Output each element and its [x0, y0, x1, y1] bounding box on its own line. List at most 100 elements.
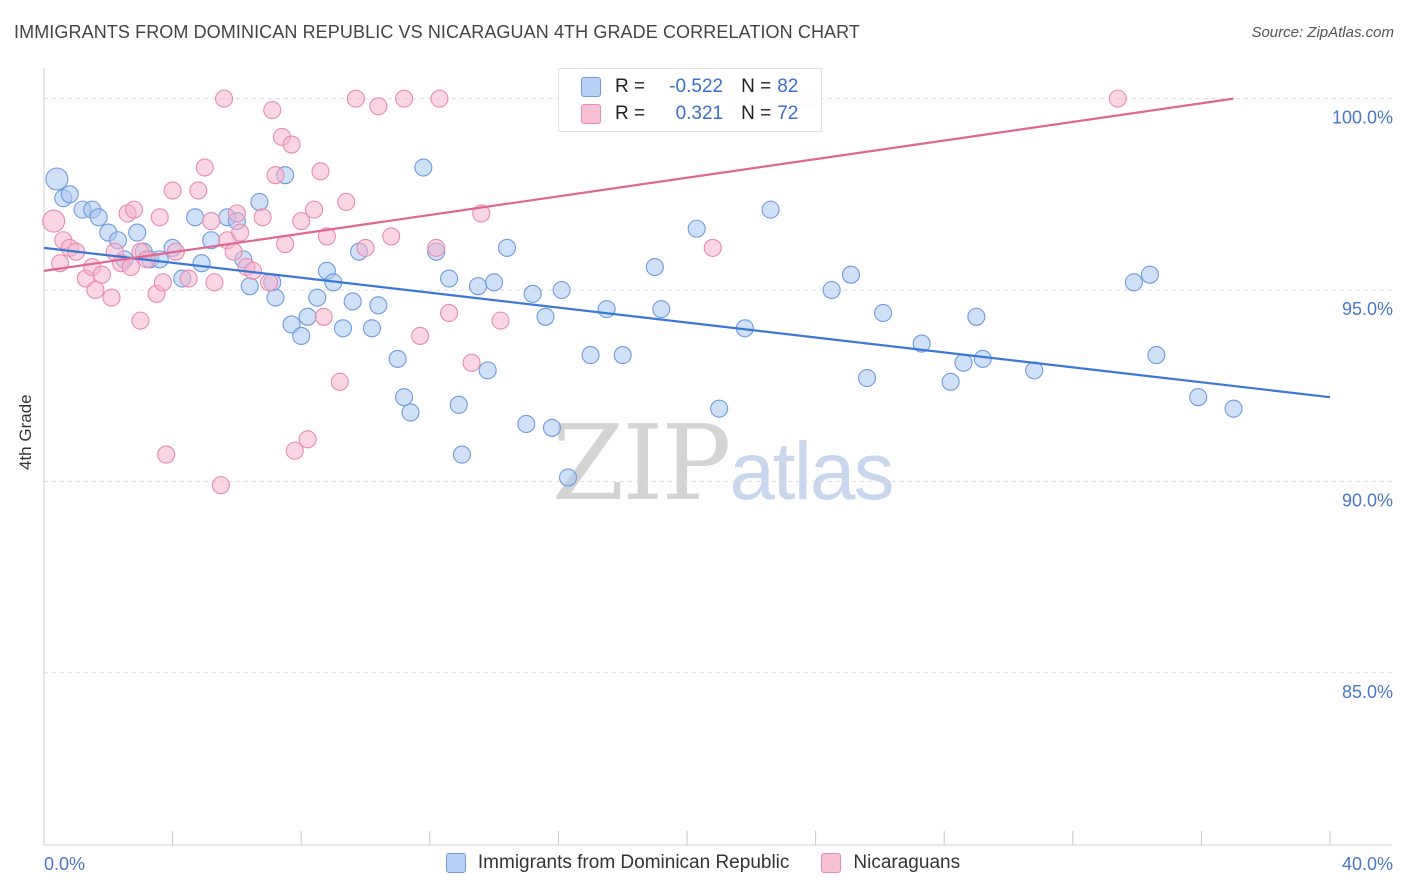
point-nicaraguan — [124, 200, 144, 219]
point-dominican — [973, 349, 992, 368]
point-dominican — [240, 277, 259, 296]
point-nicaraguan — [195, 158, 214, 177]
point-nicaraguan — [131, 311, 150, 330]
y-tick-label: 90.0% — [1342, 490, 1393, 510]
legend-item-nicaraguans[interactable]: Nicaraguans — [821, 852, 960, 874]
point-dominican — [343, 292, 362, 311]
point-dominican — [1189, 388, 1208, 407]
point-dominican — [298, 307, 317, 326]
y-tick-label: 95.0% — [1342, 299, 1393, 319]
point-dominican — [45, 167, 69, 191]
point-dominican — [266, 288, 285, 307]
point-dominican — [449, 395, 468, 414]
point-dominican — [250, 192, 269, 212]
point-nicaraguan — [395, 89, 414, 108]
x-tick-label: 0.0% — [44, 854, 85, 874]
x-tick-label: 40.0% — [1342, 854, 1393, 874]
point-dominican — [613, 346, 632, 365]
legend-r-label: R = — [615, 103, 646, 124]
point-dominican — [857, 368, 877, 388]
point-nicaraguan — [263, 101, 282, 120]
point-dominican — [597, 300, 616, 319]
series-legend: Immigrants from Dominican Republic Nicar… — [0, 852, 1406, 874]
point-dominican — [308, 288, 327, 307]
point-dominican — [89, 208, 108, 227]
point-dominican — [652, 300, 671, 319]
y-tick-label: 85.0% — [1342, 682, 1393, 702]
point-dominican — [645, 257, 664, 277]
chart-title: IMMIGRANTS FROM DOMINICAN REPUBLIC VS NI… — [14, 22, 861, 42]
point-nicaraguan — [86, 280, 105, 300]
legend-label-nicaraguans: Nicaraguans — [853, 852, 961, 873]
legend-r-value: -0.522 — [669, 76, 724, 97]
point-nicaraguan — [346, 89, 365, 108]
point-dominican — [401, 403, 420, 422]
point-nicaraguan — [292, 212, 311, 231]
point-dominican — [395, 388, 414, 407]
legend-r-label: R = — [615, 76, 646, 97]
point-dominican — [414, 158, 433, 177]
point-nicaraguan — [211, 476, 230, 495]
point-nicaraguan — [224, 242, 243, 261]
legend-item-dominican[interactable]: Immigrants from Dominican Republic — [445, 852, 789, 874]
point-dominican — [1140, 265, 1160, 284]
point-dominican — [1124, 273, 1143, 292]
point-nicaraguan — [253, 208, 272, 227]
legend-swatch-blue — [445, 853, 466, 873]
point-dominican — [333, 319, 353, 338]
point-dominican — [536, 307, 555, 326]
point-dominican — [388, 349, 407, 368]
point-dominican — [497, 238, 517, 257]
point-dominican — [362, 319, 381, 338]
point-nicaraguan — [259, 273, 279, 292]
point-nicaraguan — [227, 204, 246, 223]
legend-r-value: 0.321 — [675, 103, 724, 124]
point-nicaraguan — [382, 227, 401, 246]
point-dominican — [1147, 346, 1166, 365]
point-nicaraguan — [189, 181, 208, 200]
point-nicaraguan — [179, 269, 198, 288]
point-nicaraguan — [356, 238, 375, 257]
point-nicaraguan — [163, 181, 182, 200]
point-nicaraguan — [298, 430, 317, 449]
point-dominican — [912, 334, 931, 353]
trend-line-dominican — [43, 246, 1331, 399]
watermark: ZIPatlas — [552, 402, 895, 524]
point-nicaraguan — [285, 441, 304, 460]
point-nicaraguan — [266, 166, 285, 185]
point-dominican — [581, 346, 600, 365]
point-dominican — [468, 277, 488, 296]
point-nicaraguan — [314, 307, 333, 326]
point-dominican — [967, 307, 986, 326]
point-nicaraguan — [430, 89, 449, 108]
watermark-atlas: atlas — [729, 426, 894, 517]
point-nicaraguan — [150, 208, 169, 227]
point-nicaraguan — [491, 311, 510, 330]
stats-legend: R = -0.522 N = 82 R = 0.321 N = 72 — [558, 68, 822, 132]
point-nicaraguan — [440, 303, 459, 323]
source-label: Source: ZipAtlas.com — [1251, 24, 1394, 41]
point-dominican — [874, 303, 893, 323]
point-dominican — [478, 361, 497, 380]
point-dominican — [542, 418, 562, 437]
point-nicaraguan — [92, 265, 111, 284]
point-dominican — [552, 280, 571, 300]
point-dominican — [452, 445, 472, 464]
legend-row-dominican: R = -0.522 N = 82 — [581, 74, 798, 100]
legend-swatch-pink — [581, 104, 601, 124]
point-nicaraguan — [369, 97, 388, 116]
point-nicaraguan — [1108, 89, 1127, 108]
point-dominican — [1224, 399, 1243, 418]
legend-swatch-blue — [581, 77, 601, 97]
point-dominican — [517, 414, 536, 434]
legend-n-label: N = — [741, 76, 772, 97]
point-dominican — [440, 269, 459, 288]
point-nicaraguan — [214, 89, 234, 108]
point-dominican — [369, 296, 388, 315]
point-dominican — [292, 326, 311, 345]
point-nicaraguan — [102, 288, 121, 307]
point-nicaraguan — [462, 353, 481, 372]
point-nicaraguan — [157, 445, 176, 464]
trend-line-nicaraguan — [43, 97, 1234, 272]
